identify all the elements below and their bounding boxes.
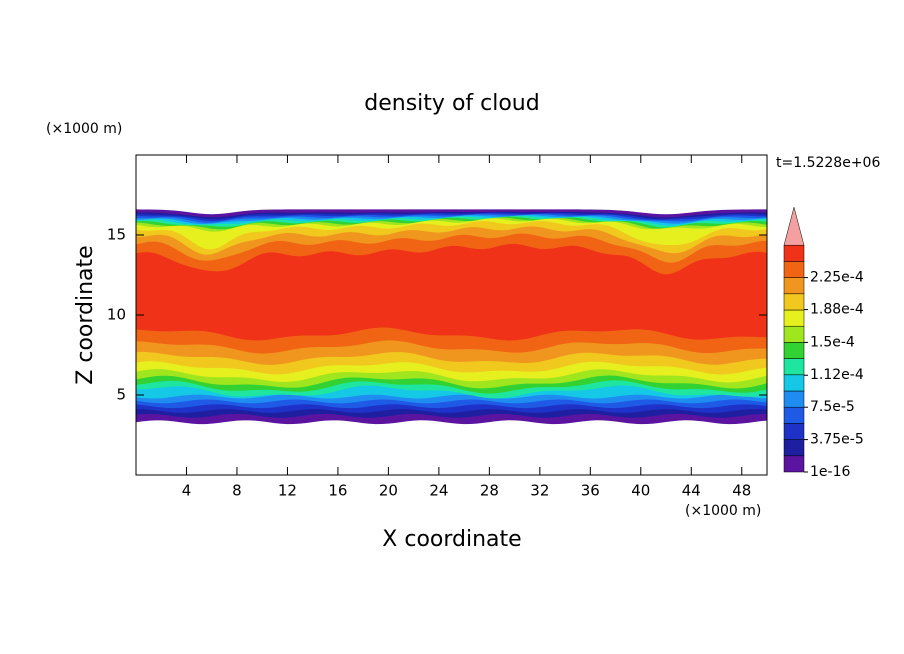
colorbar-box	[783, 244, 805, 262]
colorbar-box	[783, 325, 805, 343]
colorbar-box	[783, 342, 805, 359]
time-label: t=1.5228e+06	[776, 155, 880, 171]
x-unit: (×1000 m)	[685, 503, 761, 519]
x-tick-label: 32	[530, 482, 549, 500]
x-tick-label: 20	[379, 482, 398, 500]
colorbar-tick-label: 3.75e-5	[810, 432, 864, 448]
x-tick-label: 4	[182, 482, 192, 500]
x-tick-label: 40	[631, 482, 650, 500]
colorbar-tick-label: 7.5e-5	[810, 399, 855, 415]
colorbar-box	[783, 358, 805, 376]
x-tick-label: 24	[429, 482, 448, 500]
contour-field	[136, 209, 767, 425]
colorbar-box	[783, 293, 805, 311]
x-tick-label: 12	[278, 482, 297, 500]
colorbar-box	[783, 406, 805, 424]
x-tick-label: 16	[328, 482, 347, 500]
x-tick-label: 48	[732, 482, 751, 500]
x-tick-label: 8	[232, 482, 242, 500]
colorbar-tick-label: 1.5e-4	[810, 334, 855, 350]
colorbar-box	[783, 390, 805, 408]
y-unit: (×1000 m)	[46, 121, 122, 137]
colorbar-extension	[783, 206, 805, 246]
colorbar-box	[783, 374, 805, 392]
colorbar-box	[783, 423, 805, 440]
colorbar-tick-label: 1e-16	[810, 464, 850, 480]
colorbar-tick-label: 2.25e-4	[810, 270, 864, 286]
y-axis-label: Z coordinate	[73, 245, 98, 384]
contour-band	[136, 243, 767, 341]
x-tick-label: 28	[480, 482, 499, 500]
colorbar-box	[783, 439, 805, 457]
y-tick-label: 10	[107, 306, 126, 324]
colorbar-tick-label: 1.12e-4	[810, 367, 864, 383]
colorbar-box	[783, 455, 805, 473]
x-axis-label: X coordinate	[382, 527, 521, 552]
colorbar-box	[783, 309, 805, 327]
colorbar-tick-label: 1.88e-4	[810, 302, 864, 318]
chart-title: density of cloud	[364, 91, 539, 116]
x-tick-label: 44	[682, 482, 701, 500]
x-tick-label: 36	[581, 482, 600, 500]
y-tick-label: 15	[107, 226, 126, 244]
y-tick-label: 5	[116, 386, 126, 404]
colorbar-box	[783, 261, 805, 278]
colorbar-box	[783, 277, 805, 295]
